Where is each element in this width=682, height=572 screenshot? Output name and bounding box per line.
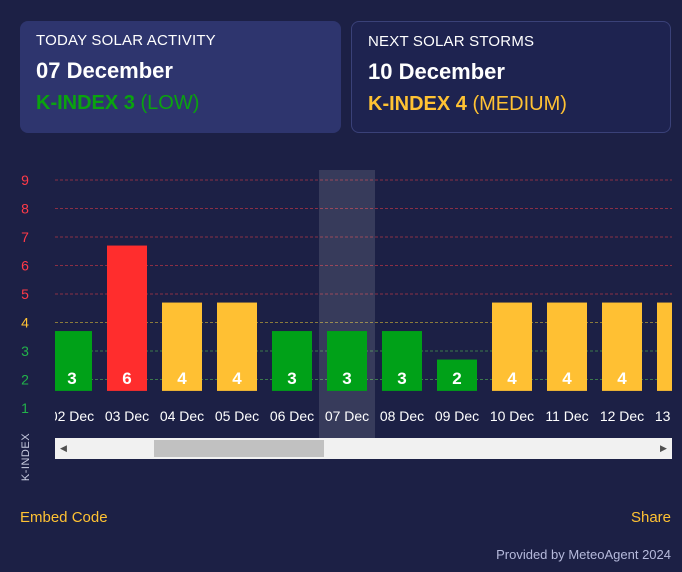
y-tick-label: 8 [21,201,29,217]
y-tick-label: 9 [21,172,29,188]
today-label: TODAY SOLAR ACTIVITY [36,32,216,49]
x-category-label: 12 Dec [600,408,644,424]
x-category-label: 06 Dec [270,408,314,424]
x-category-label: 10 Dec [490,408,534,424]
k-index-chart: 1 2 3 4 5 6 7 8 9 3 02 Dec 6 03 Dec 4 04 Dec 4 05 Dec 3 06… [21,170,682,438]
bar-value-label: 4 [507,369,517,388]
bar [162,302,202,391]
next-k-index: K-INDEX 4 (MEDIUM) [368,93,654,116]
x-category-label: 08 Dec [380,408,424,424]
share-link[interactable]: Share [630,509,671,526]
bar [55,331,92,391]
bar-value-label: 4 [562,369,572,388]
y-tick-label: 5 [21,286,29,302]
bar-value-label: 6 [122,369,131,388]
next-date: 10 December [368,59,505,84]
x-category-label: 05 Dec [215,408,259,424]
chart-scrollbar[interactable]: ◀ ▶ [55,438,672,459]
today-k-label: K-INDEX [36,92,119,114]
y-tick-label: 3 [21,343,29,359]
next-storms-card: NEXT SOLAR STORMS 10 December K-INDEX 4 … [351,21,671,133]
x-category-label: 03 Dec [105,408,149,424]
bar [492,302,532,391]
next-k-label: K-INDEX [368,93,451,115]
y-tick-label: 1 [21,400,29,416]
scroll-thumb[interactable] [154,440,324,457]
bar [382,331,422,391]
bar-value-label: 3 [287,369,296,388]
x-category-label: 04 Dec [160,408,204,424]
next-label: NEXT SOLAR STORMS [368,33,535,50]
y-axis-title: K-INDEX [20,432,32,482]
today-activity-card: TODAY SOLAR ACTIVITY 07 December K-INDEX… [20,21,341,133]
bar-value-label: 4 [177,369,187,388]
bar [437,359,477,391]
bar [547,302,587,391]
today-k-value: 3 [123,92,135,114]
y-tick-label: 4 [21,315,29,331]
bar-value-label: 4 [617,369,627,388]
plot-area: 3 02 Dec 6 03 Dec 4 04 Dec 4 05 Dec 3 06 Dec 3 07 D… [50,170,682,438]
bar-value-label: 3 [67,369,76,388]
bar-value-label: 4 [672,369,682,388]
scroll-right-arrow-icon[interactable]: ▶ [660,443,667,453]
bar-value-label: 3 [342,369,351,388]
next-k-value: 4 [455,93,467,115]
x-category-label: 09 Dec [435,408,479,424]
x-category-label: 07 Dec [325,408,369,424]
today-k-index: K-INDEX 3 (LOW) [36,92,325,115]
scroll-left-arrow-icon[interactable]: ◀ [60,443,67,453]
embed-code-link[interactable]: Embed Code [20,509,108,526]
bar-value-label: 2 [452,369,461,388]
y-tick-label: 6 [21,258,29,274]
bar [602,302,642,391]
bar [272,331,312,391]
bar [657,302,672,391]
bar [217,302,257,391]
bar-value-label: 4 [232,369,242,388]
provider-credit: Provided by MeteoAgent 2024 [496,547,671,562]
bar [107,245,147,391]
next-k-level: (MEDIUM) [472,93,567,115]
y-tick-label: 7 [21,229,29,245]
bar [327,331,367,391]
today-k-level: (LOW) [140,92,200,114]
y-tick-label: 2 [21,372,29,388]
bar-value-label: 3 [397,369,406,388]
x-category-label: 02 Dec [50,408,94,424]
x-category-label: 13 Dec [655,408,682,424]
today-date: 07 December [36,58,173,83]
x-category-label: 11 Dec [545,408,588,424]
today-highlight [319,170,375,438]
